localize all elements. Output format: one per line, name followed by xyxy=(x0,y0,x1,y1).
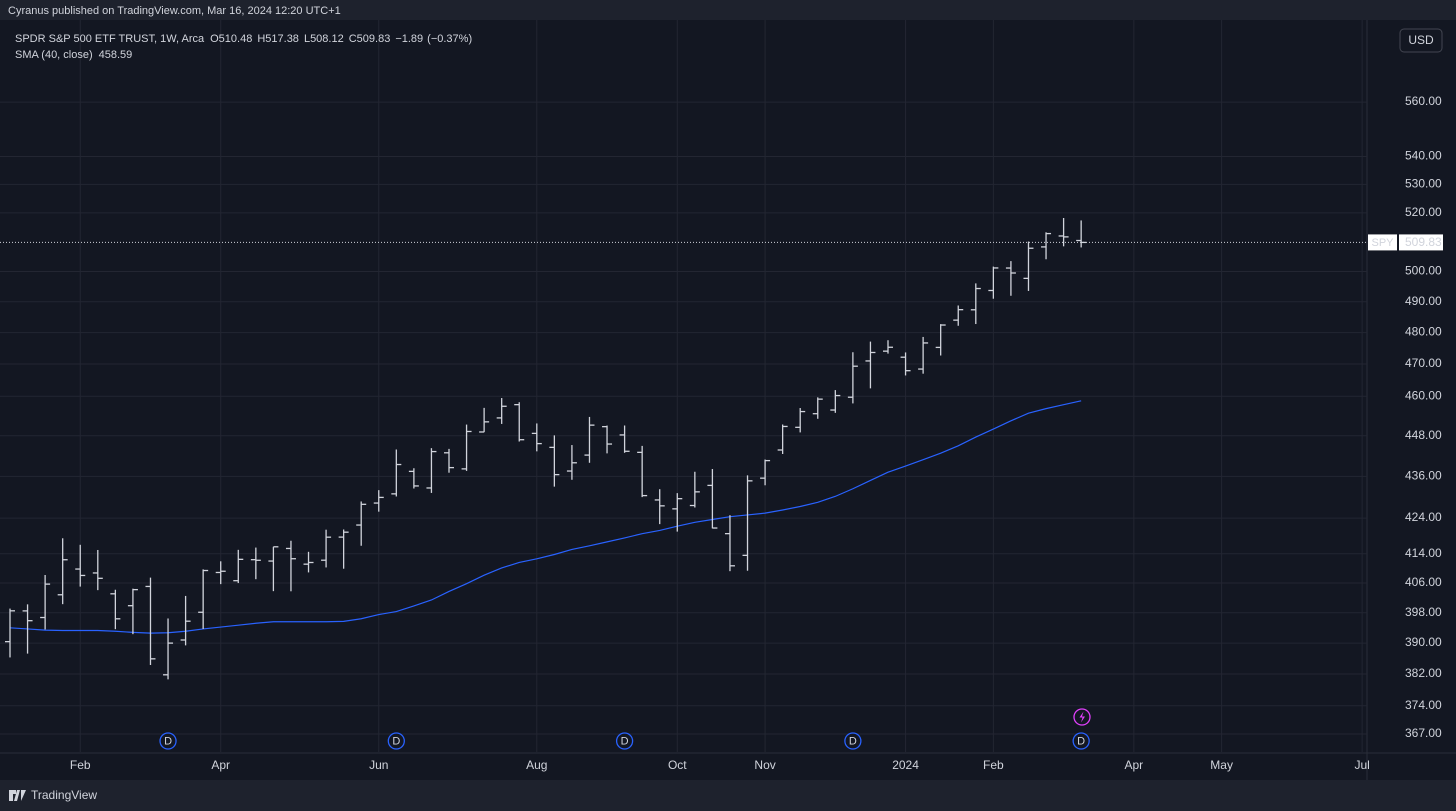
x-tick-label: Feb xyxy=(70,758,91,772)
y-tick-label: 382.00 xyxy=(1405,666,1442,680)
y-tick-label: 530.00 xyxy=(1405,177,1442,191)
y-tick-label: 367.00 xyxy=(1405,726,1442,740)
y-tick-label: 480.00 xyxy=(1405,325,1442,339)
y-tick-label: 540.00 xyxy=(1405,149,1442,163)
footer-brand: TradingView xyxy=(31,788,97,802)
currency-label[interactable]: USD xyxy=(1408,33,1434,47)
y-tick-label: 374.00 xyxy=(1405,698,1442,712)
x-tick-label: Jun xyxy=(369,758,388,772)
dividend-marker xyxy=(844,732,862,750)
logo-mark xyxy=(9,790,26,801)
sma-line xyxy=(9,400,1082,634)
x-tick-label: Apr xyxy=(1124,758,1143,772)
change-pct-value: (−0.37%) xyxy=(427,33,472,45)
high-value: 517.38 xyxy=(265,33,299,45)
y-tick-label: 414.00 xyxy=(1405,546,1442,560)
x-tick-label: Oct xyxy=(668,758,687,772)
y-tick-label: 520.00 xyxy=(1405,205,1442,219)
x-tick-label: May xyxy=(1210,758,1233,772)
close-letter: C xyxy=(349,33,357,45)
sma-value: 458.59 xyxy=(99,49,133,61)
x-tick-label: Jul xyxy=(1354,758,1369,772)
last-price-label: 509.83 xyxy=(1405,235,1442,249)
y-tick-label: 390.00 xyxy=(1405,635,1442,649)
y-tick-label: 424.00 xyxy=(1405,510,1442,524)
open-value: 510.48 xyxy=(219,33,253,45)
sma-name: SMA (40, close) xyxy=(15,49,93,61)
dividend-label: D xyxy=(1077,735,1085,747)
x-tick-label: Aug xyxy=(526,758,547,772)
symbol-title: SPDR S&P 500 ETF TRUST, 1W, Arca xyxy=(15,33,205,45)
high-letter: H xyxy=(257,33,265,45)
close-value: 509.83 xyxy=(357,33,391,45)
symbol-tag xyxy=(1368,234,1397,251)
x-tick-label: Apr xyxy=(211,758,230,772)
y-tick-label: 500.00 xyxy=(1405,264,1442,278)
x-tick-label: Nov xyxy=(754,758,775,772)
dividend-label: D xyxy=(392,735,400,747)
y-tick-label: 560.00 xyxy=(1405,94,1442,108)
change-value: −1.89 xyxy=(395,33,423,45)
y-tick-label: 460.00 xyxy=(1405,388,1442,402)
x-tick-label: 2024 xyxy=(892,758,919,772)
plot xyxy=(5,218,1087,680)
currency-button[interactable] xyxy=(1399,28,1443,53)
alert-icon xyxy=(1073,708,1091,726)
open-letter: O xyxy=(210,33,219,45)
y-tick-label: 448.00 xyxy=(1405,428,1442,442)
y-tick-label: 436.00 xyxy=(1405,469,1442,483)
grid xyxy=(0,20,1367,752)
dividend-marker xyxy=(1072,732,1090,750)
dividend-label: D xyxy=(164,735,172,747)
low-letter: L xyxy=(304,33,310,45)
dividend-marker xyxy=(159,732,177,750)
dividend-marker xyxy=(387,732,405,750)
y-tick-label: 406.00 xyxy=(1405,575,1442,589)
footer-logo xyxy=(9,790,26,801)
chart-panel xyxy=(0,20,1456,780)
low-value: 508.12 xyxy=(310,33,344,45)
symbol-tag-label: SPY xyxy=(1371,237,1394,249)
dividend-label: D xyxy=(621,735,629,747)
y-tick-label: 470.00 xyxy=(1405,356,1442,370)
dividend-label: D xyxy=(849,735,857,747)
x-tick-label: Feb xyxy=(983,758,1004,772)
y-tick-label: 490.00 xyxy=(1405,294,1442,308)
y-tick-label: 398.00 xyxy=(1405,605,1442,619)
alert-bolt xyxy=(1079,711,1085,723)
last-price-tag xyxy=(1399,234,1443,251)
publisher-line: Cyranus published on TradingView.com, Ma… xyxy=(8,5,341,17)
dividend-marker xyxy=(615,732,634,750)
